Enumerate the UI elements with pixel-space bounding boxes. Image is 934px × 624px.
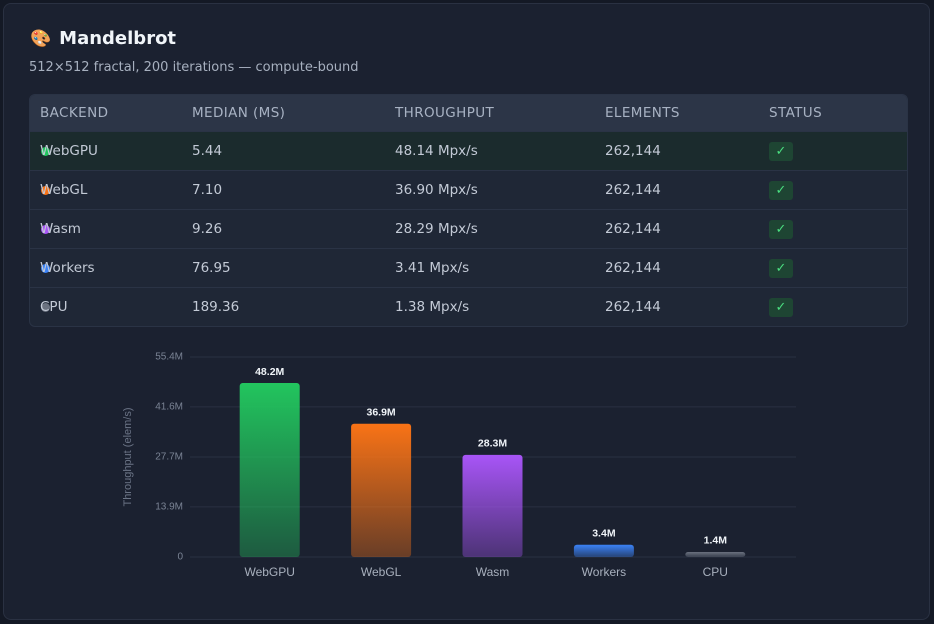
column-header: STATUS (769, 105, 823, 121)
bar (462, 454, 523, 557)
status-dot (41, 303, 50, 312)
column-header: THROUGHPUT (395, 105, 495, 121)
table-row: Workers 76.95 3.41 Mpx/s 262,144 ✓ (30, 248, 907, 287)
status-badge: ✓ (769, 259, 793, 278)
x-tick-label: WebGPU (244, 565, 294, 579)
table-cell: 76.95 (192, 260, 231, 276)
table-cell: 262,144 (605, 182, 661, 198)
status-badge: ✓ (769, 181, 793, 200)
table-cell: 5.44 (192, 143, 223, 159)
status-badge: ✓ (769, 298, 793, 317)
status-cell: ✓ (769, 171, 793, 209)
table-cell: WebGPU (40, 143, 98, 159)
title-text: Mandelbrot (59, 28, 177, 49)
status-dot (41, 186, 50, 195)
y-tick-label: 55.4M (155, 352, 183, 363)
table-cell: Wasm (40, 221, 81, 237)
table-row: Wasm 9.26 28.29 Mpx/s 262,144 ✓ (30, 209, 907, 248)
column-header: MEDIAN (MS) (192, 105, 286, 121)
y-tick-label: 41.6M (155, 401, 183, 412)
bar (573, 544, 634, 557)
table-cell: 262,144 (605, 221, 661, 237)
header-row: BACKEND MEDIAN (MS) THROUGHPUT ELEMENTS STAT… (30, 95, 907, 131)
x-tick-label: CPU (703, 565, 728, 579)
table-cell: 3.41 Mpx/s (395, 260, 470, 276)
results-table: BACKEND MEDIAN (MS) THROUGHPUT ELEMENTS STAT… (29, 94, 908, 327)
table-cell: 36.90 Mpx/s (395, 182, 478, 198)
table-cell: 262,144 (605, 143, 661, 159)
table-row: WebGL 7.10 36.90 Mpx/s 262,144 ✓ (30, 170, 907, 209)
icon: 🎨 (30, 29, 52, 49)
bar (685, 551, 746, 557)
y-axis-title: Throughput (elem/s) (122, 407, 134, 506)
bar (351, 423, 412, 557)
value-label: 36.9M (367, 407, 396, 419)
table-cell: 262,144 (605, 260, 661, 276)
status-badge: ✓ (769, 142, 793, 161)
subtitle: 512×512 fractal, 200 iterations — comput… (29, 60, 359, 75)
status-dot (41, 147, 50, 156)
table-cell: 48.14 Mpx/s (395, 143, 478, 159)
value-label: 28.3M (478, 438, 507, 450)
y-tick-label: 27.7M (155, 452, 183, 463)
column-header: ELEMENTS (605, 105, 680, 121)
x-tick-label: WebGL (361, 565, 402, 579)
table-cell: CPU (40, 299, 68, 315)
status-cell: ✓ (769, 132, 793, 170)
table-cell: 262,144 (605, 299, 661, 315)
table-cell: 1.38 Mpx/s (395, 299, 470, 315)
y-tick-label: 0 (177, 552, 183, 563)
value-label: 48.2M (255, 366, 284, 378)
status-cell: ✓ (769, 210, 793, 248)
x-tick-label: Wasm (476, 565, 510, 579)
title: 🎨 Mandelbrot (30, 28, 176, 49)
status-badge: ✓ (769, 220, 793, 239)
table-cell: WebGL (40, 182, 88, 198)
column-header: BACKEND (40, 105, 109, 121)
table-cell: 189.36 (192, 299, 240, 315)
table-cell: Workers (40, 260, 95, 276)
y-tick-label: 13.9M (155, 501, 183, 512)
status-dot (41, 264, 50, 273)
table-cell: 7.10 (192, 182, 223, 198)
x-tick-label: Workers (582, 565, 626, 579)
bar (239, 382, 300, 557)
status-dot (41, 225, 50, 234)
table-cell: 9.26 (192, 221, 223, 237)
status-cell: ✓ (769, 288, 793, 326)
card: 🎨 Mandelbrot 512×512 fractal, 200 iterati… (3, 3, 930, 620)
table-row: CPU 189.36 1.38 Mpx/s 262,144 ✓ (30, 287, 907, 326)
value-label: 1.4M (704, 535, 728, 547)
status-cell: ✓ (769, 249, 793, 287)
value-label: 3.4M (592, 528, 616, 540)
table-row: WebGPU 5.44 48.14 Mpx/s 262,144 ✓ (30, 131, 907, 170)
table-cell: 28.29 Mpx/s (395, 221, 478, 237)
